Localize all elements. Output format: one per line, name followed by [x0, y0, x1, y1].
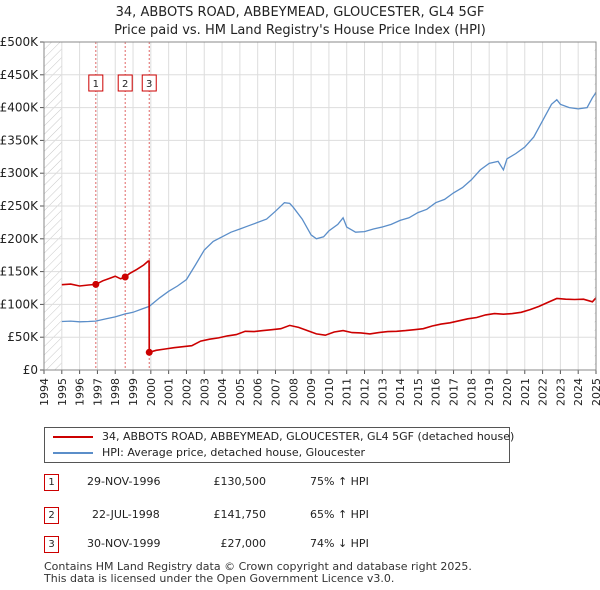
x-tick-label: 2019	[483, 378, 496, 406]
y-tick-label: £350K	[0, 133, 39, 147]
x-tick-label: 1999	[127, 378, 140, 406]
transaction-number-badge: 2	[44, 507, 59, 524]
legend-swatch-property	[53, 436, 93, 438]
plot-frame	[43, 41, 597, 371]
x-tick-label: 2018	[465, 378, 478, 406]
price-chart: 1 2 3 1994 1995 1996 1997 1998 1999 2000 2001 2002…	[0, 35, 600, 406]
legend-swatch-hpi	[53, 452, 93, 454]
sale-label-box	[141, 74, 157, 92]
x-tick-label: 1997	[91, 378, 104, 406]
x-tick-label: 2011	[341, 378, 354, 406]
y-tick-label: £450K	[0, 68, 39, 82]
series-line	[61, 260, 597, 354]
x-tick-label: 2008	[287, 378, 300, 406]
y-tick-label: £300K	[0, 166, 39, 180]
sale-point	[92, 280, 100, 288]
x-tick-label: 2017	[448, 378, 461, 406]
x-tick-label: 2003	[198, 378, 211, 406]
chart-title-line-1: 34, ABBOTS ROAD, ABBEYMEAD, GLOUCESTER, …	[115, 5, 485, 20]
transaction-hpi-change: 74% ↓ HPI	[310, 537, 369, 550]
footer-line-2: This data is licensed under the Open Gov…	[44, 572, 395, 585]
x-tick-label: 1995	[56, 378, 69, 406]
y-tick-label: £400K	[0, 101, 39, 115]
sale-label-box	[88, 74, 104, 92]
sale-label-box	[117, 74, 133, 92]
y-tick-label: £100K	[0, 297, 39, 311]
transaction-date: 29-NOV-1996	[87, 475, 161, 488]
sale-point	[121, 273, 129, 281]
sale-point	[145, 348, 153, 356]
sale-label: 1	[93, 79, 99, 90]
y-tick-label: £200K	[0, 232, 39, 246]
x-tick-label: 2009	[305, 378, 318, 406]
x-tick-label: 2015	[412, 378, 425, 406]
x-tick-label: 2013	[376, 378, 389, 406]
sale-label: 3	[146, 79, 152, 90]
x-tick-label: 2021	[519, 378, 532, 406]
series-line	[61, 92, 597, 323]
x-tick-label: 2000	[145, 378, 158, 406]
chart-title-line-2: Price paid vs. HM Land Registry's House …	[114, 23, 486, 38]
x-tick-label: 2005	[234, 378, 247, 406]
transaction-price: £141,750	[213, 508, 267, 521]
footer-line-1: Contains HM Land Registry data © Crown c…	[44, 560, 472, 573]
x-tick-label: 1998	[109, 378, 122, 406]
x-tick-label: 2006	[252, 378, 265, 406]
transaction-hpi-change: 75% ↑ HPI	[310, 475, 369, 488]
x-tick-label: 2022	[537, 378, 550, 406]
transaction-price: £27,000	[220, 537, 267, 550]
y-tick-label: £0	[23, 363, 38, 377]
transaction-date: 22-JUL-1998	[92, 508, 160, 521]
footer: Contains HM Land Registry data © Crown c…	[44, 561, 472, 585]
sale-label: 2	[122, 79, 128, 90]
transaction-hpi-change: 65% ↑ HPI	[310, 508, 369, 521]
x-tick-label: 1994	[38, 378, 51, 406]
legend: 34, ABBOTS ROAD, ABBEYMEAD, GLOUCESTER, …	[44, 427, 514, 463]
x-tick-label: 2007	[269, 378, 282, 406]
legend-label-hpi: HPI: Average price, detached house, Glou…	[102, 446, 366, 459]
x-tick-label: 2016	[430, 378, 443, 406]
transaction-date: 30-NOV-1999	[87, 537, 161, 550]
y-tick-label: £500K	[0, 35, 39, 49]
y-tick-label: £250K	[0, 199, 39, 213]
x-tick-label: 1996	[74, 378, 87, 406]
x-tick-label: 2002	[180, 378, 193, 406]
x-tick-label: 2020	[501, 378, 514, 406]
x-tick-label: 2025	[590, 378, 600, 406]
x-tick-label: 2001	[163, 378, 176, 406]
transaction-price: £130,500	[213, 475, 267, 488]
x-tick-label: 2010	[323, 378, 336, 406]
transaction-number-badge: 1	[44, 474, 59, 491]
y-tick-label: £150K	[0, 265, 39, 279]
x-tick-label: 2024	[572, 378, 585, 406]
x-tick-label: 2023	[554, 378, 567, 406]
legend-label-property: 34, ABBOTS ROAD, ABBEYMEAD, GLOUCESTER, …	[102, 430, 515, 443]
x-tick-label: 2012	[359, 378, 372, 406]
transaction-number-badge: 3	[44, 536, 59, 553]
x-tick-label: 2014	[394, 378, 407, 406]
y-tick-label: £50K	[7, 330, 39, 344]
x-tick-label: 2004	[216, 378, 229, 406]
